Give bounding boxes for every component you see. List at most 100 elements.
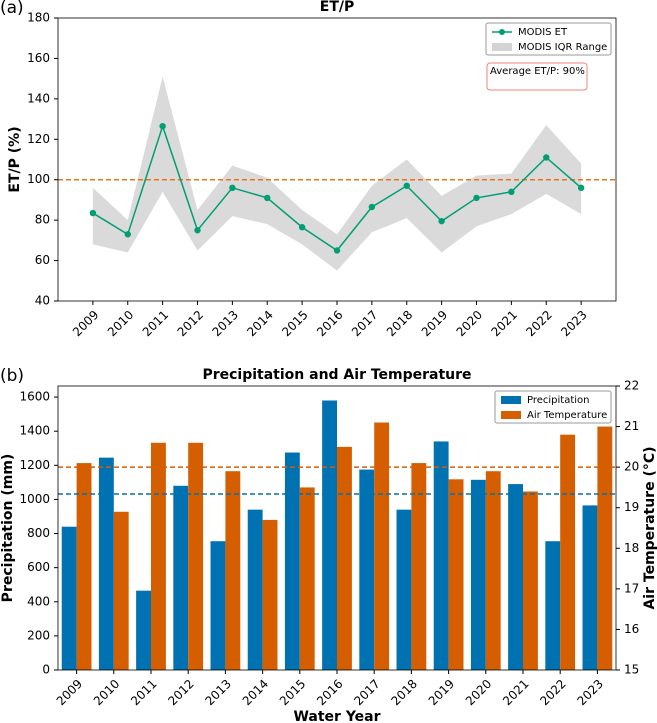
bar xyxy=(113,511,129,670)
iqr-band xyxy=(92,76,582,271)
x-tick-label: 2016 xyxy=(314,308,345,339)
data-point xyxy=(368,203,376,211)
y-tick-label: 1400 xyxy=(19,424,50,438)
bar xyxy=(173,485,189,670)
x-tick-label: 2021 xyxy=(500,677,531,708)
x-tick-label: 2015 xyxy=(279,308,310,339)
bar xyxy=(582,505,598,670)
x-tick-label: 2017 xyxy=(349,308,380,339)
y2-tick-label: 19 xyxy=(624,500,639,514)
data-point xyxy=(159,122,166,130)
data-point xyxy=(577,184,585,191)
x-tick-label: 2009 xyxy=(54,677,85,708)
x-tick-label: 2010 xyxy=(91,677,122,708)
y2-tick-label: 18 xyxy=(624,541,639,555)
annotation-box xyxy=(486,62,588,91)
chart-title: Precipitation and Air Temperature xyxy=(202,367,471,383)
bar xyxy=(188,442,204,670)
bar xyxy=(508,484,523,670)
data-point xyxy=(264,194,271,202)
y-tick-label: 200 xyxy=(27,628,50,642)
data-point xyxy=(438,217,445,225)
bar xyxy=(262,519,278,670)
x-tick-label: 2019 xyxy=(426,677,457,708)
y-tick-label: 600 xyxy=(27,560,50,574)
y2-tick-label: 21 xyxy=(624,419,639,433)
y-axis-label: ET/P (%) xyxy=(7,126,23,192)
y-tick-label: 100 xyxy=(27,172,50,186)
legend-swatch xyxy=(501,396,521,404)
y-axis-label: Precipitation (mm) xyxy=(0,454,16,603)
x-tick-label: 2018 xyxy=(388,677,419,708)
bar xyxy=(560,434,576,670)
legend-label: Precipitation xyxy=(527,395,590,406)
bar xyxy=(322,400,337,670)
y-tick-label: 800 xyxy=(27,526,50,540)
bar xyxy=(597,426,613,670)
y2-axis-label: Air Temperature (°C) xyxy=(642,446,657,609)
x-axis-label: Water Year xyxy=(293,709,380,723)
x-tick-label: 2017 xyxy=(351,677,382,708)
bar xyxy=(299,487,315,670)
y-tick-label: 120 xyxy=(27,132,50,146)
y2-tick-label: 20 xyxy=(624,460,639,474)
y-tick-label: 1600 xyxy=(19,390,50,404)
y2-tick-label: 15 xyxy=(624,663,639,677)
x-tick-label: 2012 xyxy=(175,308,206,339)
legend-label: MODIS ET xyxy=(518,27,568,38)
legend-marker xyxy=(499,29,505,35)
x-tick-label: 2018 xyxy=(384,308,415,339)
data-point xyxy=(298,224,306,231)
data-point xyxy=(124,231,131,238)
bar xyxy=(98,457,114,670)
bar xyxy=(210,541,226,670)
bar xyxy=(247,509,263,670)
bar xyxy=(151,442,166,670)
x-tick-label: 2012 xyxy=(165,677,196,708)
x-tick-label: 2022 xyxy=(523,308,554,339)
bar xyxy=(225,471,241,670)
x-tick-label: 2023 xyxy=(558,308,589,339)
panel-label: (a) xyxy=(0,0,24,18)
bar xyxy=(470,479,486,670)
annotation: Average ET/P: 90% xyxy=(490,66,585,77)
axes-frame xyxy=(57,17,617,302)
y-tick-label: 1200 xyxy=(19,458,50,472)
legend-label: MODIS IQR Range xyxy=(518,42,607,53)
legend-swatch xyxy=(492,43,512,51)
y-tick-label: 160 xyxy=(27,51,50,65)
bar xyxy=(61,526,77,670)
data-point xyxy=(89,209,97,217)
data-point xyxy=(229,184,236,191)
y2-tick-label: 17 xyxy=(624,581,639,595)
legend-box xyxy=(494,390,612,424)
axes-frame xyxy=(57,385,617,671)
x-tick-label: 2014 xyxy=(240,677,271,708)
y-tick-label: 400 xyxy=(27,594,50,608)
x-tick-label: 2016 xyxy=(314,677,345,708)
x-tick-label: 2021 xyxy=(488,308,519,339)
x-tick-label: 2014 xyxy=(244,308,275,339)
x-tick-label: 2011 xyxy=(140,308,171,339)
x-tick-label: 2010 xyxy=(105,308,136,339)
bar xyxy=(523,491,538,670)
y-tick-label: 180 xyxy=(27,11,50,25)
x-tick-label: 2023 xyxy=(574,677,605,708)
data-point xyxy=(403,182,410,189)
legend-label: Air Temperature xyxy=(527,410,607,421)
bar xyxy=(359,469,375,670)
chart-title: ET/P xyxy=(320,0,355,15)
x-tick-label: 2020 xyxy=(463,677,494,708)
legend-swatch xyxy=(501,411,521,419)
y2-tick-label: 22 xyxy=(624,379,639,393)
y-tick-label: 0 xyxy=(42,663,50,677)
bar xyxy=(374,422,390,670)
y-tick-label: 40 xyxy=(35,294,50,308)
bar xyxy=(76,463,92,670)
x-tick-label: 2019 xyxy=(419,308,450,339)
x-tick-label: 2020 xyxy=(454,308,485,339)
y-tick-label: 140 xyxy=(27,91,50,105)
bar xyxy=(136,590,151,670)
x-tick-label: 2013 xyxy=(202,677,233,708)
